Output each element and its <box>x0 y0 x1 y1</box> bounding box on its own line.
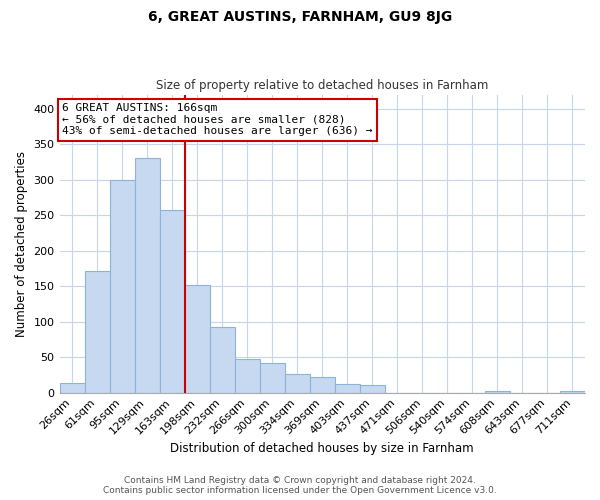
Bar <box>310 377 335 392</box>
Y-axis label: Number of detached properties: Number of detached properties <box>15 150 28 336</box>
Bar <box>59 383 85 392</box>
Bar <box>335 384 360 392</box>
Text: Contains HM Land Registry data © Crown copyright and database right 2024.: Contains HM Land Registry data © Crown c… <box>124 476 476 485</box>
Bar <box>160 210 185 392</box>
Bar <box>209 326 235 392</box>
Bar <box>185 285 209 393</box>
X-axis label: Distribution of detached houses by size in Farnham: Distribution of detached houses by size … <box>170 442 474 455</box>
Bar <box>235 358 260 392</box>
Bar <box>260 363 285 392</box>
Bar <box>110 180 134 392</box>
Bar <box>485 390 510 392</box>
Bar <box>85 270 110 392</box>
Text: 6 GREAT AUSTINS: 166sqm
← 56% of detached houses are smaller (828)
43% of semi-d: 6 GREAT AUSTINS: 166sqm ← 56% of detache… <box>62 103 373 136</box>
Bar <box>560 390 585 392</box>
Text: Contains public sector information licensed under the Open Government Licence v3: Contains public sector information licen… <box>103 486 497 495</box>
Bar <box>360 385 385 392</box>
Text: 6, GREAT AUSTINS, FARNHAM, GU9 8JG: 6, GREAT AUSTINS, FARNHAM, GU9 8JG <box>148 10 452 24</box>
Bar <box>134 158 160 392</box>
Bar <box>285 374 310 392</box>
Title: Size of property relative to detached houses in Farnham: Size of property relative to detached ho… <box>156 79 488 92</box>
